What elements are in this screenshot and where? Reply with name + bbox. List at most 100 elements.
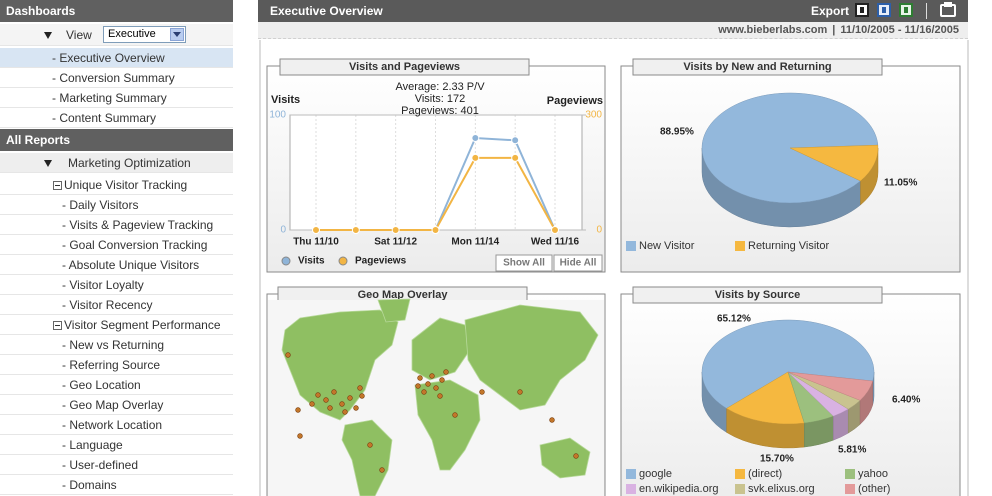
panel xyxy=(266,293,606,496)
location-dot xyxy=(425,381,431,387)
select-button[interactable] xyxy=(170,28,184,41)
location-dot xyxy=(421,389,427,395)
location-dot xyxy=(479,389,485,395)
report-link[interactable]: - User-defined xyxy=(0,455,233,475)
report-link[interactable]: - Visitor Recency xyxy=(0,295,233,315)
pie-slice xyxy=(701,92,879,204)
pie-slice xyxy=(726,371,805,425)
collapse-bar xyxy=(55,325,60,326)
sub-header-separator: | xyxy=(832,24,836,36)
button[interactable] xyxy=(553,254,603,272)
panel xyxy=(620,293,961,496)
report-link[interactable]: - Language xyxy=(0,435,233,455)
dashboard-link[interactable]: - Conversion Summary xyxy=(0,68,233,88)
report-link[interactable]: - Referring Source xyxy=(0,355,233,375)
data-point xyxy=(391,226,400,234)
icon-glyph xyxy=(882,7,886,13)
report-link[interactable]: - Geo Map Overlay xyxy=(0,395,233,415)
data-point xyxy=(471,153,480,162)
export-label[interactable]: Export xyxy=(811,4,850,18)
select-arrow xyxy=(173,32,181,37)
sub-header: www.bieberlabs.com | 11/10/2005 - 11/16/20… xyxy=(258,22,968,39)
dashboard-link[interactable]: - Marketing Summary xyxy=(0,88,233,108)
pie-slice-side xyxy=(859,380,873,425)
report-link[interactable]: - Visits & Pageview Tracking xyxy=(0,215,233,235)
view-select[interactable]: Executive xyxy=(103,26,186,43)
report-link[interactable]: - Visitor Loyalty xyxy=(0,275,233,295)
legend-swatch xyxy=(735,484,745,494)
data-point xyxy=(471,134,480,142)
dashboard-link[interactable]: - Content Summary xyxy=(0,108,233,128)
land xyxy=(539,437,591,479)
expand-icon[interactable] xyxy=(44,32,52,39)
location-dot xyxy=(315,392,321,398)
pie-slice xyxy=(701,319,875,409)
annotation: Pageviews: 401 xyxy=(401,105,479,117)
section-header: Dashboards xyxy=(0,0,233,22)
series-line xyxy=(316,136,556,231)
print-icon[interactable] xyxy=(940,2,956,17)
pie-slice xyxy=(787,371,874,401)
view-row: View Executive xyxy=(0,24,233,46)
button-label[interactable]: Show All xyxy=(503,258,545,269)
pie-slice-side xyxy=(701,147,861,228)
location-dot xyxy=(285,352,291,358)
report-link[interactable]: - Absolute Unique Visitors xyxy=(0,255,233,275)
pie-slice xyxy=(787,371,849,417)
map-area xyxy=(268,300,604,496)
pie-slice-side xyxy=(726,407,805,449)
y-tick-label: 0 xyxy=(280,225,286,236)
report-link[interactable]: - Geo Location xyxy=(0,375,233,395)
legend-label: Pageviews xyxy=(355,256,407,267)
report-link[interactable]: - Domains xyxy=(0,475,233,495)
x-tick-label: Wed 11/16 xyxy=(531,237,580,248)
panel-title: Geo Map Overlay xyxy=(358,289,449,301)
land xyxy=(281,309,399,421)
location-dot xyxy=(437,393,443,399)
location-dot xyxy=(347,395,353,401)
legend-label: google xyxy=(639,468,672,480)
location-dot xyxy=(517,389,523,395)
y2-tick-label: 300 xyxy=(585,110,602,121)
location-dot xyxy=(357,385,363,391)
data-point xyxy=(351,226,360,234)
location-dot xyxy=(327,405,333,411)
value-label: 65.12% xyxy=(717,314,751,325)
legend-label: Visits xyxy=(298,256,325,267)
report-link[interactable]: - Network Location xyxy=(0,415,233,435)
collapse-icon xyxy=(53,181,62,190)
report-link[interactable]: - New vs Returning xyxy=(0,335,233,355)
location-dot xyxy=(342,409,348,415)
value-label: 5.81% xyxy=(838,445,866,456)
annotation: Visits: 172 xyxy=(415,93,466,105)
button-label[interactable]: Hide All xyxy=(560,258,597,269)
report-link[interactable]: - Goal Conversion Tracking xyxy=(0,235,233,255)
section-title[interactable]: Unique Visitor Tracking xyxy=(0,175,233,195)
y2-axis-title: Pageviews xyxy=(547,95,603,107)
group-row[interactable]: Marketing Optimization xyxy=(0,153,233,173)
legend-label: svk.elixus.org xyxy=(748,483,815,495)
location-dot xyxy=(443,369,449,375)
location-dot xyxy=(429,373,435,379)
export-icon[interactable] xyxy=(877,3,891,17)
x-tick-label: Thu 11/10 xyxy=(293,237,339,248)
sub-header-site: www.bieberlabs.com xyxy=(718,24,828,36)
dashboard-link[interactable]: - Executive Overview xyxy=(0,48,233,68)
report-link[interactable]: - Daily Visitors xyxy=(0,195,233,215)
collapse-icon xyxy=(53,321,62,330)
panel-tab xyxy=(632,58,883,76)
export-icon[interactable] xyxy=(899,3,913,17)
data-point xyxy=(351,226,360,234)
button[interactable] xyxy=(495,254,553,272)
plot-area xyxy=(289,114,583,231)
header-bar: Executive Overview Export xyxy=(258,0,968,22)
y-tick-label: 100 xyxy=(269,110,286,121)
value-label: 88.95% xyxy=(660,127,694,138)
location-dot xyxy=(549,417,555,423)
panel-tab xyxy=(279,58,530,76)
legend-swatch xyxy=(735,241,745,251)
section-title[interactable]: Visitor Segment Performance xyxy=(0,315,233,335)
location-dot xyxy=(415,383,421,389)
export-icon[interactable] xyxy=(855,3,869,17)
series-line xyxy=(316,156,556,231)
